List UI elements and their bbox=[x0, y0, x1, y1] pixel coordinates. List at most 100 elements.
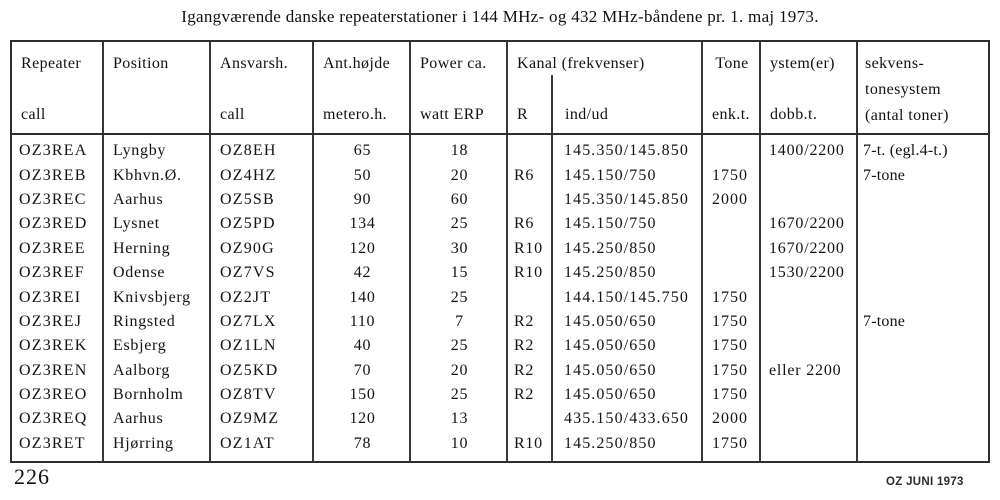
cell-antenna-height: 50 bbox=[353, 166, 372, 184]
journal-footer: OZ JUNI 1973 bbox=[886, 476, 964, 488]
header-separator-rule bbox=[12, 133, 988, 135]
cell-repeater-call: OZ3REB bbox=[19, 166, 87, 184]
cell-tone-single: 1750 bbox=[712, 312, 748, 330]
cell-tone-single: 1750 bbox=[712, 166, 748, 184]
cell-ansvarsh-call: OZ5KD bbox=[220, 361, 279, 379]
cell-tone-double: 1670/2200 bbox=[769, 215, 845, 233]
cell-repeater-call: OZ3RED bbox=[19, 215, 88, 233]
cell-channel-r: R2 bbox=[514, 312, 535, 330]
cell-freq-indud: 145.350/145.850 bbox=[564, 190, 689, 208]
table-body: OZ3REA Lyngby OZ8EH 65 18 145.350/145.85… bbox=[12, 139, 988, 456]
header-ansvarsh-call: Ansvarsh. call bbox=[220, 55, 289, 123]
cell-ansvarsh-call: OZ1AT bbox=[220, 434, 275, 452]
cell-ansvarsh-call: OZ9MZ bbox=[220, 410, 280, 428]
table-row: OZ3RET Hjørring OZ1AT 78 10 R10 145.250/… bbox=[12, 432, 988, 456]
table-row: OZ3REN Aalborg OZ5KD 70 20 R2 145.050/65… bbox=[12, 359, 988, 383]
cell-tone-double: 1400/2200 bbox=[769, 142, 845, 160]
cell-repeater-call: OZ3RET bbox=[19, 434, 86, 452]
cell-freq-indud: 145.050/650 bbox=[564, 312, 657, 330]
cell-position: Aarhus bbox=[113, 190, 164, 208]
cell-repeater-call: OZ3REJ bbox=[19, 312, 83, 330]
header-kanal-r: R bbox=[517, 106, 529, 123]
cell-power: 25 bbox=[450, 386, 469, 404]
cell-tone-single: 1750 bbox=[712, 288, 748, 306]
cell-ansvarsh-call: OZ2JT bbox=[220, 288, 272, 306]
table-row: OZ3REO Bornholm OZ8TV 150 25 R2 145.050/… bbox=[12, 383, 988, 407]
cell-freq-indud: 145.150/750 bbox=[564, 166, 657, 184]
repeater-table: Repeater call Position Ansvarsh. call An… bbox=[10, 40, 990, 463]
table-row: OZ3REK Esbjerg OZ1LN 40 25 R2 145.050/65… bbox=[12, 334, 988, 358]
column-rule bbox=[506, 42, 508, 461]
table-row: OZ3REJ Ringsted OZ7LX 110 7 R2 145.050/6… bbox=[12, 310, 988, 334]
cell-tone-single: 1750 bbox=[712, 337, 748, 355]
cell-ansvarsh-call: OZ5SB bbox=[220, 190, 275, 208]
cell-freq-indud: 144.150/145.750 bbox=[564, 288, 689, 306]
cell-power: 60 bbox=[450, 190, 469, 208]
cell-channel-r: R10 bbox=[514, 264, 543, 282]
cell-position: Odense bbox=[113, 264, 166, 282]
column-rule bbox=[312, 42, 314, 461]
cell-position: Hjørring bbox=[113, 434, 174, 452]
cell-antenna-height: 40 bbox=[353, 337, 372, 355]
cell-freq-indud: 145.050/650 bbox=[564, 386, 657, 404]
cell-antenna-height: 150 bbox=[349, 386, 376, 404]
header-power: Power ca. watt ERP bbox=[420, 55, 487, 123]
cell-freq-indud: 145.050/650 bbox=[564, 361, 657, 379]
cell-channel-r: R10 bbox=[514, 434, 543, 452]
cell-antenna-height: 120 bbox=[349, 410, 376, 428]
column-rule bbox=[701, 42, 703, 461]
cell-power: 20 bbox=[450, 166, 469, 184]
cell-antenna-height: 78 bbox=[353, 434, 372, 452]
cell-power: 13 bbox=[450, 410, 469, 428]
cell-antenna-height: 42 bbox=[353, 264, 372, 282]
cell-channel-r: R2 bbox=[514, 386, 535, 404]
header-kanal-indud: ind/ud bbox=[565, 106, 609, 123]
cell-ansvarsh-call: OZ4HZ bbox=[220, 166, 277, 184]
cell-repeater-call: OZ3REI bbox=[19, 288, 82, 306]
cell-power: 20 bbox=[450, 361, 469, 379]
cell-ansvarsh-call: OZ7LX bbox=[220, 312, 277, 330]
cell-channel-r: R10 bbox=[514, 239, 543, 257]
cell-freq-indud: 145.250/850 bbox=[564, 434, 657, 452]
column-rule bbox=[102, 42, 104, 461]
cell-power: 10 bbox=[450, 434, 469, 452]
header-kanal: Kanal (frekvenser) R ind/ud bbox=[508, 42, 703, 133]
cell-freq-indud: 145.050/650 bbox=[564, 337, 657, 355]
column-rule bbox=[209, 42, 211, 461]
table-row: OZ3REB Kbhvn.Ø. OZ4HZ 50 20 R6 145.150/7… bbox=[12, 163, 988, 187]
cell-antenna-height: 70 bbox=[353, 361, 372, 379]
cell-position: Esbjerg bbox=[113, 337, 167, 355]
cell-repeater-call: OZ3REN bbox=[19, 361, 88, 379]
cell-tone-double: 1670/2200 bbox=[769, 239, 845, 257]
cell-ansvarsh-call: OZ90G bbox=[220, 239, 275, 257]
cell-position: Bornholm bbox=[113, 386, 184, 404]
header-tonesystem: ystem(er) dobb.t. bbox=[770, 55, 835, 123]
cell-channel-r: R2 bbox=[514, 337, 535, 355]
header-repeater-call: Repeater call bbox=[21, 55, 82, 123]
cell-channel-r: R2 bbox=[514, 361, 535, 379]
cell-freq-indud: 145.250/850 bbox=[564, 264, 657, 282]
cell-antenna-height: 140 bbox=[349, 288, 376, 306]
cell-tone-single: 1750 bbox=[712, 434, 748, 452]
cell-sekvens: 7-tone bbox=[863, 312, 906, 330]
cell-ansvarsh-call: OZ5PD bbox=[220, 215, 276, 233]
cell-ansvarsh-call: OZ1LN bbox=[220, 337, 277, 355]
cell-channel-r: R6 bbox=[514, 166, 535, 184]
column-rule bbox=[856, 42, 858, 461]
cell-freq-indud: 145.250/850 bbox=[564, 239, 657, 257]
table-header: Repeater call Position Ansvarsh. call An… bbox=[12, 42, 988, 133]
cell-repeater-call: OZ3REF bbox=[19, 264, 85, 282]
subcolumn-rule bbox=[551, 75, 553, 461]
page-title: Igangværende danske repeaterstationer i … bbox=[181, 7, 819, 26]
cell-tone-single: 1750 bbox=[712, 361, 748, 379]
cell-power: 7 bbox=[455, 312, 464, 330]
cell-tone-single: 2000 bbox=[712, 190, 748, 208]
table-row: OZ3REE Herning OZ90G 120 30 R10 145.250/… bbox=[12, 237, 988, 261]
cell-freq-indud: 145.350/145.850 bbox=[564, 142, 689, 160]
cell-tone-single: 1750 bbox=[712, 386, 748, 404]
header-position: Position bbox=[113, 55, 169, 72]
cell-power: 25 bbox=[450, 215, 469, 233]
cell-position: Ringsted bbox=[113, 312, 176, 330]
cell-repeater-call: OZ3REK bbox=[19, 337, 88, 355]
